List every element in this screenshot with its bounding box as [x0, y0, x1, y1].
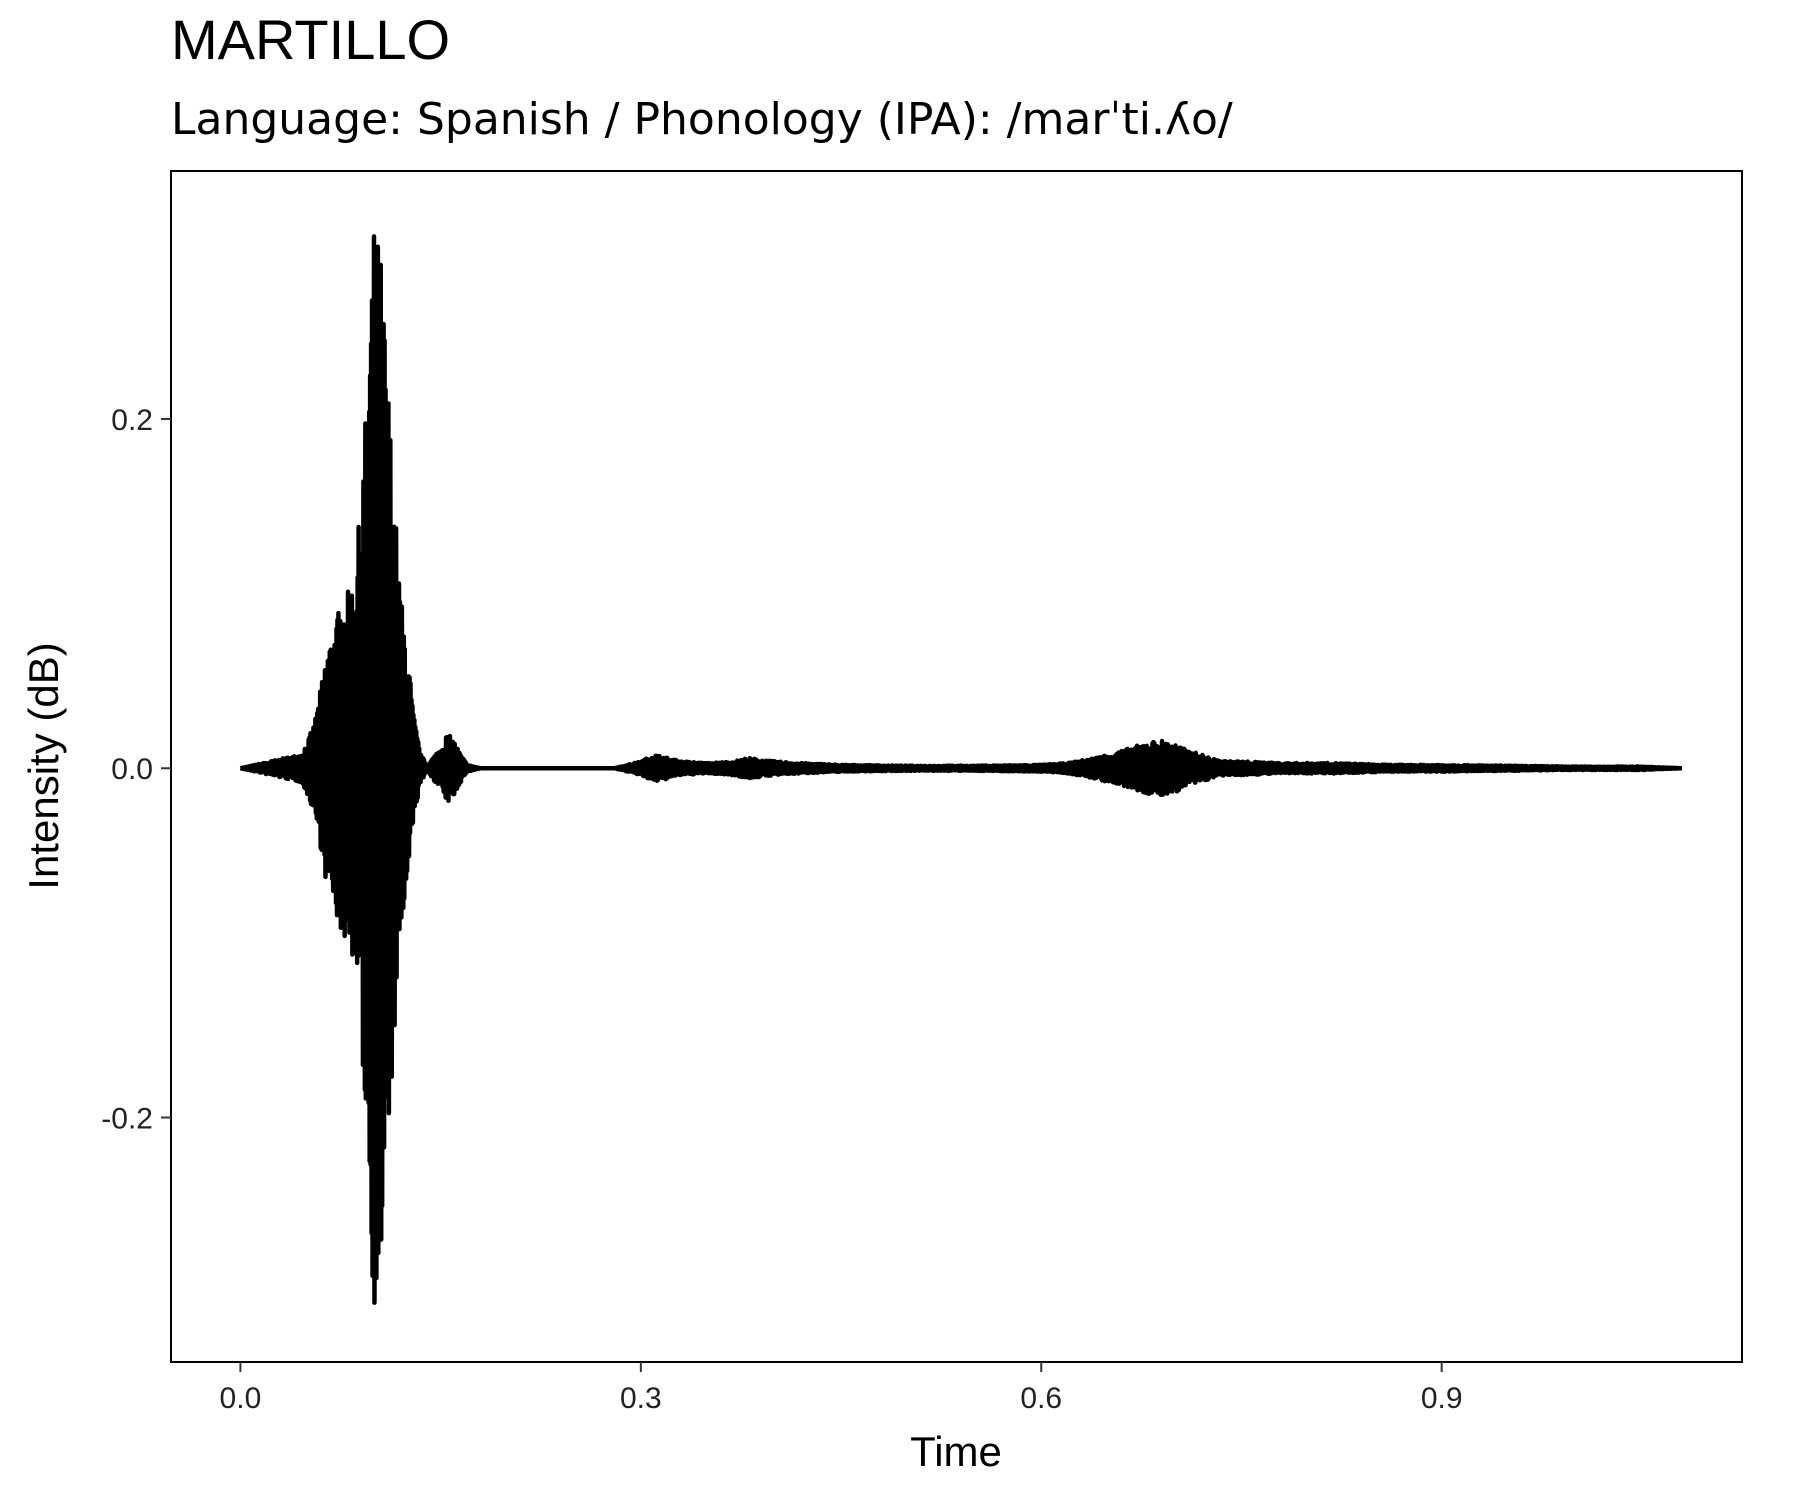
waveform-series: [238, 234, 1684, 1305]
x-tick-label: 0.6: [1020, 1382, 1062, 1415]
chart-title: MARTILLO: [171, 8, 451, 71]
plot-panel-border: [170, 170, 1743, 1363]
y-axis-title: Intensity (dB): [20, 642, 67, 889]
chart-subtitle: Language: Spanish / Phonology (IPA): /ma…: [171, 94, 1233, 145]
axes: 0.0 0.3 0.6 0.9 0.2 0.0 -0.2: [101, 404, 1462, 1415]
x-tick-label: 0.3: [620, 1382, 662, 1415]
x-axis-title: Time: [910, 1428, 1002, 1475]
y-tick-label: -0.2: [101, 1103, 153, 1136]
x-tick-label: 0.9: [1421, 1382, 1463, 1415]
x-tick-label: 0.0: [220, 1382, 262, 1415]
y-tick-label: 0.0: [111, 753, 153, 786]
y-tick-label: 0.2: [111, 404, 153, 437]
